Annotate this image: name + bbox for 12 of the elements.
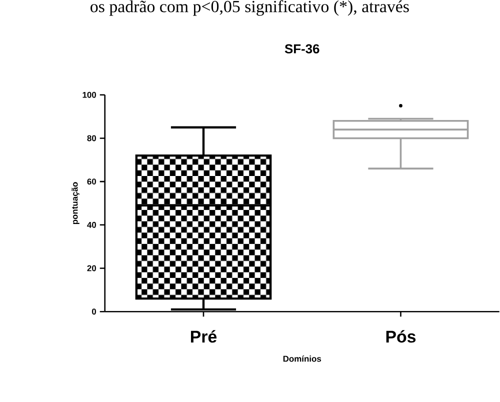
- text: os padrão com p<0,05 significativo (*), através: [90, 0, 409, 16]
- x-tick-label: Pré: [190, 330, 217, 342]
- y-tick-label: 60: [87, 178, 96, 184]
- y-tick-label: 20: [87, 265, 96, 271]
- chart-title: SF-36: [284, 44, 320, 54]
- y-tick-label: 0: [92, 308, 96, 314]
- y-axis-title: pontuação: [72, 182, 80, 224]
- x-tick-label: Pós: [386, 330, 416, 342]
- y-tick-label: 100: [82, 92, 96, 98]
- y-tick-label: 80: [87, 134, 96, 141]
- x-axis-title: Domínios: [283, 355, 322, 362]
- y-tick-label: 40: [87, 222, 96, 228]
